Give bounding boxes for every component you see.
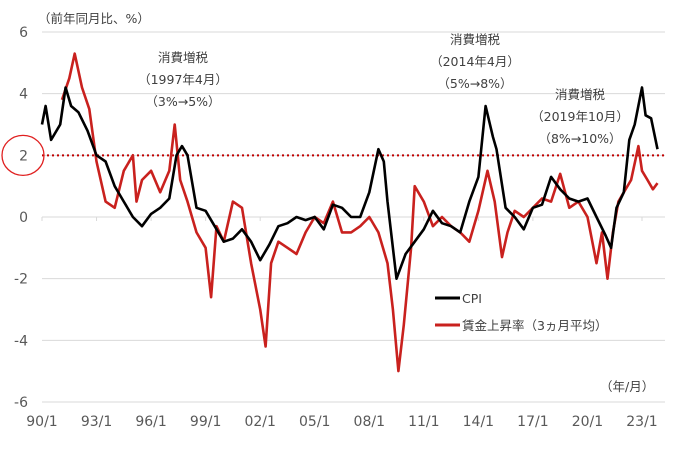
annotation-text: 消費増税 xyxy=(158,50,209,65)
y-tick-label: 4 xyxy=(19,87,28,103)
y-axis-label: （前年同月比、%） xyxy=(38,11,150,26)
legend-label-wage: 賃金上昇率（3ヵ月平均） xyxy=(462,318,607,333)
x-tick-label: 99/1 xyxy=(190,414,221,430)
annotation-text: 消費増税 xyxy=(450,32,501,47)
x-tick-label: 96/1 xyxy=(135,414,166,430)
x-tick-label: 90/1 xyxy=(26,414,57,430)
x-tick-label: 05/1 xyxy=(299,414,330,430)
annotations: 消費増税 （1997年4月） （3%→5%） 消費増税 （2014年4月） （5%→8%）… xyxy=(138,32,629,146)
y-tick-label: 6 xyxy=(19,25,28,41)
x-tick-label: 14/1 xyxy=(463,414,494,430)
highlight-circle xyxy=(1,134,45,176)
y-tick-label: 0 xyxy=(19,210,28,226)
x-tick-label: 02/1 xyxy=(244,414,275,430)
annotation-text: （5%→8%） xyxy=(437,76,512,91)
y-axis: 6 4 2 0 -2 -4 -6 xyxy=(14,25,28,411)
annotation-text: （2019年10月） xyxy=(531,109,629,124)
y-tick-label: -6 xyxy=(14,395,28,411)
annotation-text: （3%→5%） xyxy=(145,94,220,109)
annotation-text: （8%→10%） xyxy=(538,131,621,146)
x-tick-label: 11/1 xyxy=(408,414,439,430)
x-tick-label: 93/1 xyxy=(81,414,112,430)
x-tick-label: 20/1 xyxy=(572,414,603,430)
y-tick-label: 2 xyxy=(19,148,28,164)
x-tick-label: 08/1 xyxy=(354,414,385,430)
annotation-text: （1997年4月） xyxy=(138,72,228,87)
x-axis-label: （年/月） xyxy=(600,379,654,394)
series-lines xyxy=(40,52,659,373)
cpi-line xyxy=(40,86,659,281)
annotation-text: 消費増税 xyxy=(555,87,606,102)
annotation-text: （2014年4月） xyxy=(430,54,520,69)
y-tick-label: -4 xyxy=(14,333,28,349)
y-tick-label: -2 xyxy=(14,272,28,288)
legend-label-cpi: CPI xyxy=(462,291,482,306)
x-axis: 90/1 93/1 96/1 99/1 02/1 05/1 08/1 11/1 14/1 17/1… xyxy=(26,216,665,430)
legend: CPI 賃金上昇率（3ヵ月平均） xyxy=(435,291,607,333)
x-tick-label: 17/1 xyxy=(517,414,548,430)
x-tick-label: 23/1 xyxy=(626,414,657,430)
